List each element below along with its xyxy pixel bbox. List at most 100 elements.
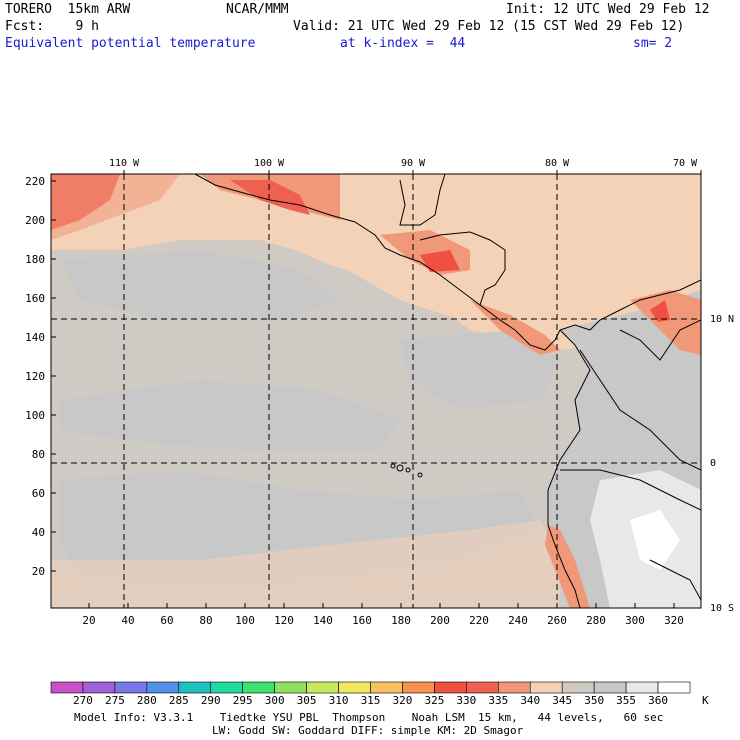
- colorbar-label: 270: [73, 694, 93, 707]
- galapagos-island-4: [417, 472, 423, 478]
- y-tick-label: 200: [25, 214, 45, 227]
- footer-model-info: Model Info: V3.3.1 Tiedtke YSU PBL Thomp…: [74, 711, 664, 724]
- theta-e-field: [51, 174, 701, 608]
- field-peach-south: [51, 520, 560, 608]
- colorbar-label: 340: [520, 694, 540, 707]
- colorbar-swatch: [306, 681, 339, 694]
- colorbar-swatch: [82, 681, 116, 694]
- y-axis-ticks: 220 200 180 160 140 120 100 80 60 40 20: [25, 175, 56, 578]
- forecast-hour: Fcst: 9 h: [5, 19, 99, 34]
- y-tick-label: 60: [32, 487, 45, 500]
- colorbar-swatch: [338, 681, 371, 694]
- field-gray-4: [400, 330, 560, 410]
- x-tick-label: 300: [625, 614, 645, 627]
- colorbar-label: 335: [488, 694, 508, 707]
- colorbar-swatch: [50, 681, 84, 694]
- colorbar-swatch: [402, 681, 435, 694]
- colorbar-swatch: [210, 681, 244, 694]
- y-tick-label: 220: [25, 175, 45, 188]
- y-tick-label: 80: [32, 448, 45, 461]
- lon-label: 90 W: [401, 158, 426, 169]
- colorbar-label: 290: [201, 694, 221, 707]
- colorbar-label: 285: [169, 694, 189, 707]
- border-colombia-venezuela: [619, 319, 701, 361]
- colorbar-swatch: [146, 681, 180, 694]
- coastline-caribbean-camerica: [419, 231, 506, 306]
- colorbar-swatch: [625, 681, 659, 694]
- colorbar-swatch: [657, 681, 691, 694]
- galapagos-island-2: [396, 464, 404, 472]
- colorbar-swatch: [434, 681, 467, 694]
- x-tick-label: 220: [469, 614, 489, 627]
- colorbar-swatch: [593, 681, 627, 694]
- colorbar-swatch: [178, 681, 212, 694]
- colorbar-label: 295: [233, 694, 253, 707]
- field-peru-coast: [545, 525, 590, 608]
- galapagos-island-3: [405, 467, 411, 473]
- colorbar-label: 310: [329, 694, 349, 707]
- colorbar-unit: K: [702, 694, 709, 707]
- x-tick-label: 180: [391, 614, 411, 627]
- field-land-white: [630, 510, 680, 570]
- border-peru-brazil: [649, 559, 701, 601]
- lon-labels: 110 W 100 W 90 W 80 W 70 W: [109, 158, 698, 169]
- colorbar-swatch: [529, 681, 563, 694]
- border-colombia-ecuador: [579, 349, 701, 471]
- colorbar-label: 280: [137, 694, 157, 707]
- coastlines: [194, 174, 701, 608]
- y-tick-label: 180: [25, 253, 45, 266]
- x-tick-label: 260: [547, 614, 567, 627]
- level-info: at k-index = 44: [340, 36, 466, 51]
- colorbar-label: 355: [616, 694, 636, 707]
- x-tick-label: 120: [274, 614, 294, 627]
- coastline-yucatan: [399, 174, 446, 226]
- x-tick-label: 160: [352, 614, 372, 627]
- field-hot-venezuela: [650, 300, 670, 322]
- field-hot-camerica: [420, 250, 460, 272]
- center-name: NCAR/MMM: [226, 2, 289, 17]
- colorbar-swatch: [274, 681, 307, 694]
- colorbar-label: 345: [552, 694, 572, 707]
- x-tick-label: 140: [313, 614, 333, 627]
- smoothing-info: sm= 2: [633, 36, 673, 51]
- x-tick-label: 280: [586, 614, 606, 627]
- lon-label: 100 W: [254, 158, 285, 169]
- field-name: Equivalent potential temperature: [5, 36, 256, 51]
- y-tick-label: 140: [25, 331, 45, 344]
- colorbar-label: 350: [584, 694, 604, 707]
- x-axis-ticks: 20 40 60 80 100 120 140 160 180 200 220 240 260 280 30…: [82, 603, 684, 627]
- lon-label: 80 W: [545, 158, 570, 169]
- colorbar-label: 315: [361, 694, 381, 707]
- field-warm-venezuela: [630, 290, 701, 355]
- y-tick-label: 40: [32, 526, 45, 539]
- colorbar: 270 275 280 285 290 295 300 305 310 315 320 325 330 3…: [50, 681, 709, 707]
- init-time: Init: 12 UTC Wed 29 Feb 12: [506, 2, 710, 17]
- y-tick-label: 120: [25, 370, 45, 383]
- colorbar-label: 300: [265, 694, 285, 707]
- lat-label: 10 S: [710, 603, 734, 614]
- x-tick-label: 40: [121, 614, 134, 627]
- field-peach-band: [51, 174, 701, 360]
- field-gray-2: [60, 380, 400, 450]
- x-tick-label: 100: [235, 614, 255, 627]
- x-tick-label: 80: [199, 614, 212, 627]
- colorbar-label: 330: [456, 694, 476, 707]
- field-warm-nw: [51, 174, 180, 240]
- lat-lon-grid: [51, 174, 701, 608]
- colorbar-swatch: [370, 681, 403, 694]
- x-tick-label: 240: [508, 614, 528, 627]
- x-tick-label: 20: [82, 614, 95, 627]
- colorbar-swatch: [561, 681, 595, 694]
- lat-label: 0: [710, 458, 716, 469]
- colorbar-label: 320: [393, 694, 413, 707]
- valid-time: Valid: 21 UTC Wed 29 Feb 12 (15 CST Wed …: [293, 19, 685, 34]
- x-tick-label: 60: [160, 614, 173, 627]
- field-warm-costarica: [470, 300, 560, 355]
- y-tick-label: 160: [25, 292, 45, 305]
- field-hot-mexico: [230, 180, 310, 215]
- field-gray-1: [60, 250, 340, 320]
- colorbar-swatch: [242, 681, 275, 694]
- top-ticks: [123, 170, 702, 178]
- lon-label: 70 W: [673, 158, 698, 169]
